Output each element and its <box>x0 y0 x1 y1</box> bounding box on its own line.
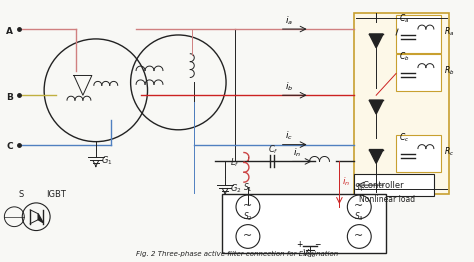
Text: $C_b$: $C_b$ <box>399 51 410 63</box>
FancyBboxPatch shape <box>222 194 386 253</box>
Text: $i_n$: $i_n$ <box>292 146 301 159</box>
Text: B: B <box>7 93 13 102</box>
Text: $C_f$: $C_f$ <box>268 144 279 156</box>
Text: $C_a$: $C_a$ <box>399 12 410 25</box>
Text: $S_1$: $S_1$ <box>243 181 253 194</box>
Text: C: C <box>7 142 13 151</box>
Text: $V_{dc}$: $V_{dc}$ <box>301 247 316 260</box>
Text: Nonlinear load: Nonlinear load <box>359 195 415 204</box>
Text: $i_a$: $i_a$ <box>285 14 293 27</box>
Text: $R_a$: $R_a$ <box>444 26 454 39</box>
FancyBboxPatch shape <box>396 54 441 91</box>
Text: $C_c$: $C_c$ <box>399 132 409 144</box>
Text: $G_2$: $G_2$ <box>230 182 242 195</box>
Text: ~: ~ <box>354 231 364 241</box>
Text: $S_2$: $S_2$ <box>243 211 253 223</box>
Text: $i_c$: $i_c$ <box>285 130 292 142</box>
Text: ~: ~ <box>243 201 252 211</box>
Text: −: − <box>315 240 321 249</box>
FancyBboxPatch shape <box>354 13 449 194</box>
Text: $R_c$: $R_c$ <box>444 145 454 158</box>
Text: $i_n$: $i_n$ <box>342 175 350 188</box>
Text: ~: ~ <box>354 201 364 211</box>
Text: $G_1$: $G_1$ <box>101 154 112 167</box>
Text: $S_4$: $S_4$ <box>354 181 364 194</box>
Polygon shape <box>369 150 383 163</box>
Text: IGBT: IGBT <box>46 190 66 199</box>
FancyBboxPatch shape <box>396 15 441 53</box>
Polygon shape <box>369 100 383 114</box>
Text: ~: ~ <box>243 231 252 241</box>
Text: $S_3$: $S_3$ <box>354 211 364 223</box>
Text: $R_b$: $R_b$ <box>444 64 454 77</box>
Text: S: S <box>18 190 24 199</box>
Text: A: A <box>6 26 13 36</box>
FancyBboxPatch shape <box>396 135 441 172</box>
Text: $L_f$: $L_f$ <box>230 156 239 169</box>
FancyBboxPatch shape <box>354 174 434 196</box>
Polygon shape <box>38 214 43 223</box>
Text: Controller: Controller <box>362 181 404 190</box>
Text: +: + <box>297 240 303 249</box>
Text: $i_b$: $i_b$ <box>285 80 293 93</box>
Polygon shape <box>369 34 383 48</box>
Text: Fig. 2 Three-phase active filter connection for Elimination: Fig. 2 Three-phase active filter connect… <box>136 251 338 257</box>
